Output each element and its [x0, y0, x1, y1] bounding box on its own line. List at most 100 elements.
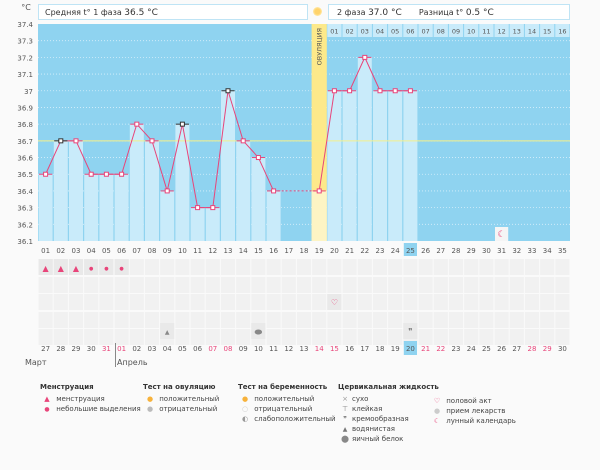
marker-cell	[372, 294, 388, 310]
marker-cell	[236, 277, 251, 293]
marker-cell	[418, 277, 433, 293]
y-tick-label: 36.1	[17, 238, 33, 246]
legend-label: положительный	[159, 395, 220, 403]
marker-cell	[144, 294, 160, 310]
marker-cell-active	[403, 323, 418, 339]
marker-cell	[388, 329, 403, 345]
phase2-day-label: 05	[391, 28, 399, 36]
legend-other: ♡ половой акт ● прием лекарств ☾ лунный …	[430, 396, 516, 426]
marker-cell	[84, 294, 99, 310]
marker-cell	[205, 259, 220, 275]
temperature-point	[119, 171, 125, 177]
marker-cell	[205, 312, 220, 328]
y-tick-label: 37	[24, 88, 33, 96]
marker-cell	[388, 259, 403, 275]
marker-cell	[372, 259, 388, 275]
cycle-day-label: 10	[178, 247, 187, 255]
temperature-point	[347, 88, 353, 94]
temperature-bar	[357, 57, 372, 242]
legend-menstruation: Менструация ▲ менструация ● небольшие вы…	[40, 383, 141, 414]
temperature-line-segment	[121, 124, 138, 175]
marker-cell	[84, 312, 99, 328]
marker-cell	[388, 312, 403, 328]
marker-cell	[555, 294, 570, 310]
cycle-day-label: 12	[208, 247, 217, 255]
legend-cervical-fluid: Цервикальная жидкость × сухо ⊤ клейкая ❞ кр…	[338, 383, 439, 444]
y-tick-label: 37.1	[17, 71, 33, 79]
legend-item: ● прием лекарств	[430, 406, 516, 416]
marker-cell	[357, 294, 372, 310]
temperature-line-segment	[136, 123, 153, 142]
marker-cell	[555, 259, 570, 275]
marker-cell-active	[84, 259, 99, 275]
marker-cell	[296, 312, 312, 328]
marker-cell	[524, 329, 540, 345]
legend-label: яичный белок	[352, 435, 404, 443]
marker-cell-active	[114, 259, 129, 275]
temperature-point	[392, 88, 398, 94]
marker-cell	[448, 277, 464, 293]
marker-cell	[479, 277, 494, 293]
calendar-date-label: 30	[558, 345, 567, 353]
phase2-day-cell	[464, 24, 479, 37]
marker-cell	[509, 277, 524, 293]
month-label-april: Апрель	[117, 358, 148, 367]
calendar-date-label: 02	[132, 345, 141, 353]
marker-cell	[509, 294, 524, 310]
month-label-march: Март	[25, 358, 47, 367]
temperature-point	[407, 88, 413, 94]
marker-cell	[312, 259, 327, 275]
calendar-date-label: 24	[467, 345, 476, 353]
temperature-line-segment	[166, 124, 183, 192]
marker-cell	[312, 329, 327, 345]
marker-cell	[540, 329, 555, 345]
spotting-icon: ●	[44, 406, 50, 413]
pregnancy-negative-icon: ○	[241, 405, 249, 413]
marker-cell	[524, 312, 540, 328]
calendar-date-label: 14	[315, 345, 324, 353]
marker-cell	[357, 312, 372, 328]
marker-cell	[281, 277, 296, 293]
marker-cell	[220, 329, 236, 345]
marker-cell	[327, 259, 342, 275]
legend-label: слабоположительный	[254, 415, 336, 423]
marker-cell	[388, 277, 403, 293]
marker-cell	[205, 329, 220, 345]
y-tick-label: 36.6	[17, 155, 33, 163]
egg-white-icon: ⬤	[341, 435, 349, 443]
marker-cell	[342, 312, 357, 328]
marker-cell	[114, 312, 129, 328]
marker-cell	[524, 277, 540, 293]
calendar-date-label: 18	[376, 345, 385, 353]
marker-cell	[129, 259, 144, 275]
marker-cell	[266, 277, 281, 293]
marker-cell	[418, 312, 433, 328]
phase2-day-cell	[403, 24, 418, 37]
cycle-day-label: 28	[452, 247, 461, 255]
legend-item: ♡ половой акт	[430, 396, 516, 406]
marker-cell	[129, 329, 144, 345]
phase2-day-label: 06	[406, 28, 414, 36]
marker-cell	[540, 294, 555, 310]
temperature-bar	[327, 90, 342, 242]
menstruation-icon: ▲	[44, 395, 50, 403]
calendar-date-label: 26	[497, 345, 506, 353]
marker-cell	[38, 277, 53, 293]
marker-cell	[84, 277, 99, 293]
cycle-day-label: 03	[72, 247, 81, 255]
marker-cell	[312, 312, 327, 328]
cycle-day-label: 34	[543, 247, 552, 255]
marker-cell	[403, 277, 418, 293]
marker-cell	[464, 259, 479, 275]
temperature-bar	[175, 124, 190, 241]
legend-title: Тест на беременность	[238, 383, 328, 391]
phase2-day-label: 08	[437, 28, 445, 36]
cycle-day-label: 13	[224, 247, 233, 255]
marker-cell-active	[68, 259, 84, 275]
legend-item: ○ отрицательный	[238, 404, 336, 414]
cycle-day-label: 35	[558, 247, 567, 255]
legend-label: прием лекарств	[446, 407, 506, 415]
marker-cell	[205, 294, 220, 310]
marker-cell	[342, 329, 357, 345]
calendar-date-label: 25	[482, 345, 491, 353]
